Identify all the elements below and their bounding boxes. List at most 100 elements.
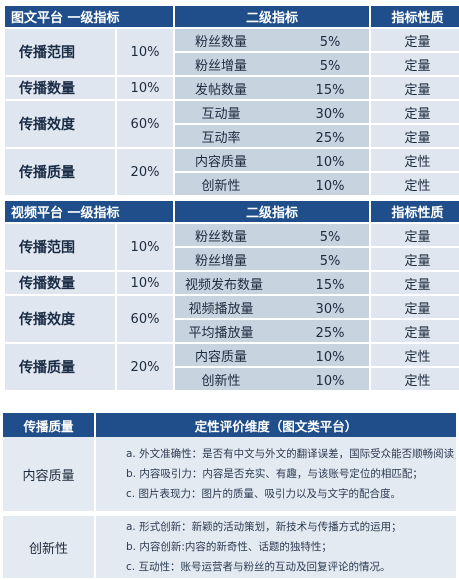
table-row: 传播质量 20% 内容质量 10% 定性: [5, 344, 459, 390]
table-row: 粉丝增量 5% 定量: [5, 53, 459, 75]
indicator-nature: 定量: [371, 29, 459, 51]
level1-indicator-name: 传播范围: [5, 224, 115, 270]
level1-indicator-name: 传播范围: [5, 29, 115, 75]
table-row: 创新性 10% 定性: [5, 173, 459, 195]
row-label: 内容质量: [3, 437, 96, 511]
level2-indicator-weight: 30%: [315, 106, 345, 122]
indicator-nature: 定量: [371, 296, 459, 318]
table-header-row: 视频平台 一级指标 二级指标 指标性质: [5, 201, 459, 222]
level1-indicator-weight: 10%: [117, 29, 173, 75]
level2-indicator-name: 视频发布数量: [185, 277, 264, 293]
level2-indicator-weight: 30%: [315, 301, 345, 317]
level2-indicator-cell: 内容质量 10%: [175, 344, 369, 366]
table-row: 创新性 10% 定性: [5, 368, 459, 390]
level1-indicator-weight: 20%: [117, 344, 173, 390]
level1-indicator-name: 传播数量: [5, 77, 115, 99]
level2-indicator-name: 发帖数量: [194, 82, 247, 98]
level2-indicator-name: 内容质量: [194, 154, 247, 170]
header-level2: 二级指标: [175, 201, 369, 222]
level2-indicator-cell: 粉丝增量 5%: [175, 53, 369, 75]
header-nature: 指标性质: [371, 201, 459, 222]
row-label: 创新性: [3, 516, 96, 578]
row-description: a. 外文准确性：是否有中文与外文的翻译误差，国际受众能否顺畅阅读； b. 内容…: [96, 437, 456, 511]
table-row: 传播范围 10% 粉丝数量 5% 定量: [5, 224, 459, 270]
desc-line: b. 内容创新:内容的新奇性、话题的独特性；: [126, 541, 332, 553]
level2-indicator-weight: 5%: [319, 34, 341, 50]
level2-indicator-cell: 互动率 25%: [175, 125, 369, 147]
indicator-nature: 定量: [371, 101, 459, 123]
table-header-row: 图文平台 一级指标 二级指标 指标性质: [5, 6, 459, 27]
level1-indicator-weight: 60%: [117, 296, 173, 342]
header-level2: 二级指标: [175, 6, 369, 27]
level2-indicator-cell: 粉丝数量 5%: [175, 224, 369, 246]
level2-indicator-weight: 25%: [315, 325, 345, 341]
indicator-nature: 定量: [371, 77, 459, 99]
indicator-nature: 定量: [371, 248, 459, 270]
level2-indicator-name: 视频播放量: [188, 301, 254, 317]
level2-indicator-cell: 发帖数量 15%: [175, 77, 369, 99]
level2-indicator-weight: 15%: [315, 82, 345, 98]
table-row: 粉丝增量 5% 定量: [5, 248, 459, 270]
level2-indicator-cell: 内容质量 10%: [175, 149, 369, 171]
table-row: 传播效度 60% 视频播放量 30% 定量: [5, 296, 459, 342]
graphic-platform-indicator-table: 图文平台 一级指标 二级指标 指标性质 传播范围 10% 粉丝数量 5% 定量 粉丝增量 5…: [3, 4, 459, 197]
level2-indicator-cell: 粉丝数量 5%: [175, 29, 369, 51]
table-row: 传播效度 60% 互动量 30% 定量: [5, 101, 459, 147]
table-row: 平均播放量 25% 定量: [5, 320, 459, 342]
level2-indicator-cell: 视频发布数量 15%: [175, 272, 369, 294]
desc-line: c. 图片表现力：图片的质量、吸引力以及与文字的配合度。: [126, 488, 401, 500]
indicator-nature: 定性: [371, 344, 459, 366]
header-nature: 指标性质: [371, 6, 459, 27]
level1-indicator-weight: 10%: [117, 224, 173, 270]
video-platform-indicator-table: 视频平台 一级指标 二级指标 指标性质 传播范围 10% 粉丝数量 5% 定量 粉丝增量 5…: [3, 199, 459, 392]
indicator-nature: 定性: [371, 149, 459, 171]
table-row: 传播质量 20% 内容质量 10% 定性: [5, 149, 459, 195]
level2-indicator-cell: 平均播放量 25%: [175, 320, 369, 342]
indicator-nature: 定量: [371, 53, 459, 75]
level1-indicator-weight: 60%: [117, 101, 173, 147]
desc-line: a. 外文准确性：是否有中文与外文的翻译误差，国际受众能否顺畅阅读；: [126, 448, 456, 460]
header-quality: 传播质量: [3, 413, 96, 437]
table-row: 传播范围 10% 粉丝数量 5% 定量: [5, 29, 459, 75]
table-row: 互动率 25% 定量: [5, 125, 459, 147]
header-dimension: 定性评价维度（图文类平台）: [96, 413, 456, 437]
level2-indicator-weight: 5%: [319, 229, 341, 245]
level1-indicator-weight: 10%: [117, 272, 173, 294]
row-separator: [3, 511, 456, 516]
level1-indicator-name: 传播效度: [5, 101, 115, 147]
table-row: 内容质量 a. 外文准确性：是否有中文与外文的翻译误差，国际受众能否顺畅阅读； …: [3, 437, 456, 511]
level2-indicator-weight: 10%: [315, 373, 345, 389]
table-row: 传播数量 10% 发帖数量 15% 定量: [5, 77, 459, 99]
level2-indicator-cell: 创新性 10%: [175, 368, 369, 390]
desc-line: b. 内容吸引力：内容是否充实、有趣，与该账号定位的相匹配；: [126, 468, 423, 480]
level1-indicator-name: 传播数量: [5, 272, 115, 294]
level2-indicator-weight: 5%: [319, 253, 341, 269]
level2-indicator-name: 互动率: [201, 130, 241, 146]
level1-indicator-name: 传播效度: [5, 296, 115, 342]
level2-indicator-weight: 15%: [315, 277, 345, 293]
level2-indicator-weight: 10%: [315, 154, 345, 170]
indicator-nature: 定量: [371, 272, 459, 294]
level1-indicator-weight: 10%: [117, 77, 173, 99]
desc-line: a. 形式创新：新颖的活动策划，新技术与传播方式的运用；: [126, 521, 402, 533]
indicator-nature: 定量: [371, 125, 459, 147]
level2-indicator-name: 创新性: [201, 178, 241, 194]
qualitative-evaluation-table: 传播质量 定性评价维度（图文类平台） 内容质量 a. 外文准确性：是否有中文与外…: [3, 413, 456, 578]
table-row: 创新性 a. 形式创新：新颖的活动策划，新技术与传播方式的运用； b. 内容创新…: [3, 516, 456, 578]
level2-indicator-weight: 10%: [315, 178, 345, 194]
row-description: a. 形式创新：新颖的活动策划，新技术与传播方式的运用； b. 内容创新:内容的…: [96, 516, 456, 578]
table-header-row: 传播质量 定性评价维度（图文类平台）: [3, 413, 456, 437]
level2-indicator-cell: 互动量 30%: [175, 101, 369, 123]
level2-indicator-name: 互动量: [201, 106, 241, 122]
level2-indicator-name: 平均播放量: [188, 325, 254, 341]
level2-indicator-name: 粉丝数量: [194, 229, 247, 245]
level2-indicator-name: 创新性: [201, 373, 241, 389]
level1-indicator-name: 传播质量: [5, 344, 115, 390]
header-level1: 视频平台 一级指标: [5, 201, 173, 222]
level2-indicator-name: 内容质量: [194, 349, 247, 365]
indicator-nature: 定量: [371, 224, 459, 246]
level2-indicator-weight: 10%: [315, 349, 345, 365]
level2-indicator-weight: 25%: [315, 130, 345, 146]
level1-indicator-name: 传播质量: [5, 149, 115, 195]
level1-indicator-weight: 20%: [117, 149, 173, 195]
